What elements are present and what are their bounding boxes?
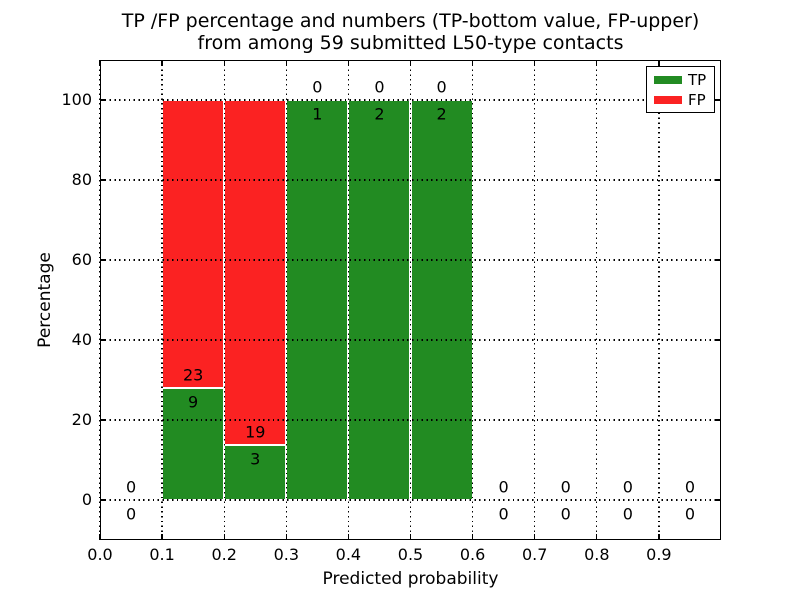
xtick-bottom-0.7 <box>534 534 536 540</box>
ytick-left-60 <box>100 259 106 261</box>
legend-fp-swatch <box>654 96 682 104</box>
chart-title: TP /FP percentage and numbers (TP-bottom… <box>100 10 721 54</box>
ytick-right-20 <box>715 419 721 421</box>
gridline-x-0.1 <box>161 60 163 540</box>
xtick-bottom-0.8 <box>596 534 598 540</box>
legend-tp-swatch <box>654 76 682 84</box>
xtick-top-0.6 <box>471 60 474 66</box>
ytick-right-0 <box>715 499 721 501</box>
xtick-bottom-0.1 <box>161 534 163 540</box>
gridline-x-0.9 <box>658 60 660 540</box>
bar-tp-0.5 <box>410 100 473 500</box>
ytick-left-100 <box>100 99 106 101</box>
xtick-top-0.8 <box>596 60 598 66</box>
y-tick-label-60: 60 <box>71 250 92 269</box>
gridline-x-0.4 <box>347 60 350 540</box>
xtick-bottom-0.3 <box>285 534 287 540</box>
gridline-x-0.8 <box>596 60 598 540</box>
label-tp-count-0.3: 1 <box>312 104 323 124</box>
legend-tp-label: TP <box>688 71 707 89</box>
label-tp-count-0.4: 2 <box>374 104 385 124</box>
xtick-bottom-0.4 <box>347 534 350 540</box>
xtick-top-0.1 <box>161 60 163 66</box>
ytick-right-80 <box>715 179 721 181</box>
chart-title-line1: TP /FP percentage and numbers (TP-bottom… <box>121 10 700 32</box>
bar-fp-0.2 <box>224 100 287 446</box>
label-fp-count-0.3: 0 <box>312 77 323 97</box>
label-fp-count-0.5: 0 <box>436 77 447 97</box>
y-tick-label-20: 20 <box>71 410 92 429</box>
bar-tp-0.3 <box>286 100 349 500</box>
y-tick-label-80: 80 <box>71 170 92 189</box>
x-tick-label-0.5: 0.5 <box>397 545 424 564</box>
gridline-x-0.3 <box>285 60 287 540</box>
xtick-top-0.3 <box>285 60 287 66</box>
xtick-top-0.0 <box>99 60 101 66</box>
x-tick-label-0.1: 0.1 <box>149 545 175 564</box>
xtick-bottom-0.2 <box>223 534 225 540</box>
label-tp-count-0.5: 2 <box>436 104 447 124</box>
gridline-x-0.5 <box>409 60 412 540</box>
label-tp-count-0: 0 <box>125 504 137 524</box>
label-fp-count-0.4: 0 <box>374 77 385 97</box>
gridline-x-0.0 <box>99 60 101 540</box>
bar-fp-0.1 <box>162 100 225 388</box>
label-fp-count-0: 0 <box>125 477 137 497</box>
gridline-x-0.2 <box>223 60 225 540</box>
xtick-bottom-0.9 <box>658 534 660 540</box>
ytick-right-60 <box>715 259 721 261</box>
chart-title-line2: from among 59 submitted L50-type contact… <box>197 32 624 54</box>
gridline-x-0.7 <box>534 60 536 540</box>
y-tick-label-40: 40 <box>71 330 92 349</box>
xtick-top-0.2 <box>223 60 225 66</box>
xtick-top-0.5 <box>409 60 412 66</box>
xtick-bottom-0.6 <box>471 534 474 540</box>
label-tp-count-0.6: 0 <box>498 504 509 524</box>
label-fp-count-0.6: 0 <box>498 477 509 497</box>
ytick-right-40 <box>715 339 721 341</box>
ytick-left-40 <box>100 339 106 341</box>
xtick-top-0.4 <box>347 60 350 66</box>
ytick-left-20 <box>100 419 106 421</box>
ytick-left-80 <box>100 179 106 181</box>
x-tick-label-0.9: 0.9 <box>646 545 672 564</box>
xtick-top-0.7 <box>534 60 536 66</box>
bar-tp-0.4 <box>348 100 411 500</box>
legend: TP FP <box>646 66 715 113</box>
x-tick-label-0.0: 0.0 <box>87 545 113 564</box>
label-fp-count-0.8: 0 <box>622 477 633 497</box>
label-fp-count-0.9: 0 <box>684 477 696 497</box>
x-tick-label-0.6: 0.6 <box>459 545 486 564</box>
x-tick-label-0.7: 0.7 <box>521 545 548 564</box>
legend-fp-label: FP <box>688 91 706 109</box>
xtick-bottom-0.5 <box>409 534 412 540</box>
label-tp-count-0.2: 3 <box>250 449 261 469</box>
label-tp-count-0.7: 0 <box>560 504 571 524</box>
x-tick-label-0.3: 0.3 <box>273 545 300 564</box>
label-fp-count-0.2: 19 <box>245 422 266 442</box>
label-fp-count-0.7: 0 <box>560 477 571 497</box>
x-axis-label: Predicted probability <box>322 569 499 589</box>
ytick-left-0 <box>100 499 106 501</box>
label-tp-count-0.8: 0 <box>622 504 633 524</box>
y-tick-label-100: 100 <box>61 90 92 109</box>
x-tick-label-0.4: 0.4 <box>335 545 362 564</box>
label-fp-count-0.1: 23 <box>182 365 204 384</box>
xtick-top-0.9 <box>658 60 660 66</box>
xtick-bottom-0.0 <box>99 534 101 540</box>
ytick-right-100 <box>715 99 721 101</box>
y-tick-label-0: 0 <box>81 490 92 509</box>
label-tp-count-0.1: 9 <box>188 392 199 411</box>
gridline-x-0.6 <box>471 60 474 540</box>
x-tick-label-0.8: 0.8 <box>584 545 610 564</box>
x-tick-label-0.2: 0.2 <box>211 545 237 564</box>
label-tp-count-0.9: 0 <box>684 504 696 524</box>
